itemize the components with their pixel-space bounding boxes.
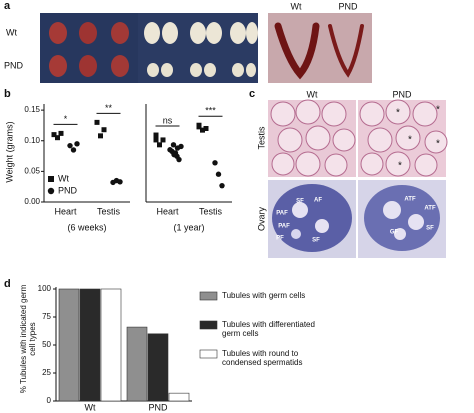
x-tick-label: Wt [85, 402, 96, 412]
pnd-point [178, 143, 184, 150]
tubules [270, 99, 448, 177]
row-label: Ovary [256, 207, 266, 232]
wt-point [200, 127, 205, 133]
structure-label: AF [314, 198, 322, 204]
panel-label: c [249, 88, 255, 100]
structure-label: ATF [424, 206, 436, 212]
significance: ** [105, 103, 113, 113]
row-label: Wt [6, 27, 17, 37]
y-tick-label: 0.10 [24, 136, 40, 145]
structure-label: ATF [404, 197, 416, 203]
y-tick-label: 0.15 [24, 105, 40, 114]
structure-label: SF [426, 226, 434, 232]
wt-point [101, 127, 107, 133]
pnd-point [171, 151, 177, 158]
pnd-point [176, 156, 182, 163]
pnd-point [170, 142, 177, 148]
legend-label: PND [58, 185, 78, 195]
y-tick-label: 0.00 [24, 197, 40, 206]
uteri [274, 22, 364, 80]
photo-label: PND [338, 1, 358, 11]
row-label: PND [4, 60, 24, 70]
y-tick-label: 0.05 [24, 166, 40, 175]
tubule-marker: * [396, 108, 400, 119]
structure-label: PAF [276, 211, 288, 217]
row-label: Testis [256, 126, 266, 150]
x-tick-label: Heart [54, 206, 77, 216]
pnd-point [219, 182, 225, 189]
period-label: (6 weeks) [67, 222, 106, 232]
wt-point [51, 132, 57, 138]
bar [100, 288, 122, 402]
pnd-point [67, 142, 73, 149]
legend-swatch [199, 349, 218, 359]
wt-point [58, 130, 64, 136]
bar [168, 392, 190, 402]
pnd-point [74, 141, 80, 147]
wt-point [203, 126, 209, 131]
structure-label: SF [296, 199, 304, 205]
y-tick-label: 25 [42, 368, 51, 377]
wt-point [94, 119, 100, 125]
bar [58, 288, 80, 402]
significance: *** [205, 106, 216, 116]
pnd-point [212, 160, 218, 166]
structure-label: GF [390, 230, 399, 236]
wt-point [157, 142, 162, 148]
panel-label: d [4, 278, 11, 290]
tubule-marker: * [436, 139, 440, 150]
y-axis-label: % Tubules with indicated germ cell types [19, 284, 37, 394]
wt-point [55, 135, 60, 141]
tubule-marker: * [398, 161, 402, 172]
panel-label: b [4, 88, 11, 100]
legend-marker [47, 187, 55, 195]
wt-point [196, 122, 202, 128]
tubule-marker: * [408, 135, 412, 146]
structure-label: SF [312, 238, 320, 244]
bar [79, 288, 101, 402]
wt-point [153, 137, 159, 143]
wt-point [160, 137, 166, 143]
significance: ns [163, 115, 173, 125]
legend-label: Tubules with differentiated germ cells [222, 320, 315, 338]
legend-swatch [199, 320, 218, 330]
legend-marker [48, 176, 54, 182]
column-label: Wt [307, 89, 318, 99]
bar [126, 326, 148, 402]
legend-label: Wt [58, 173, 69, 183]
pnd-point [117, 179, 123, 185]
bar [147, 333, 169, 402]
legend-label: Tubules with round to condensed spermati… [222, 349, 303, 367]
structure-label: PF [276, 236, 284, 242]
wt-point [153, 132, 159, 138]
pnd-point [70, 147, 77, 153]
y-tick-label: 50 [42, 340, 51, 349]
y-tick-label: 100 [38, 284, 52, 293]
x-tick-label: Testis [97, 206, 121, 216]
legend-label: Tubules with germ cells [222, 291, 306, 300]
testes [49, 22, 258, 77]
panel-label: a [4, 0, 11, 12]
x-tick-label: Testis [199, 206, 223, 216]
pnd-point [215, 171, 222, 177]
ovaries [272, 184, 440, 252]
tubule-marker: * [436, 105, 440, 116]
x-tick-label: Heart [156, 206, 179, 216]
y-tick-label: 75 [42, 312, 51, 321]
wt-point [98, 133, 103, 139]
structure-label: PAF [278, 224, 290, 230]
legend-swatch [199, 291, 218, 301]
y-axis-label: Weight (grams) [4, 121, 14, 182]
photo-label: Wt [291, 1, 302, 11]
y-tick-label: 0 [47, 396, 52, 405]
significance: * [64, 114, 68, 124]
x-tick-label: PND [148, 402, 168, 412]
period-label: (1 year) [173, 222, 204, 232]
column-label: PND [392, 89, 412, 99]
